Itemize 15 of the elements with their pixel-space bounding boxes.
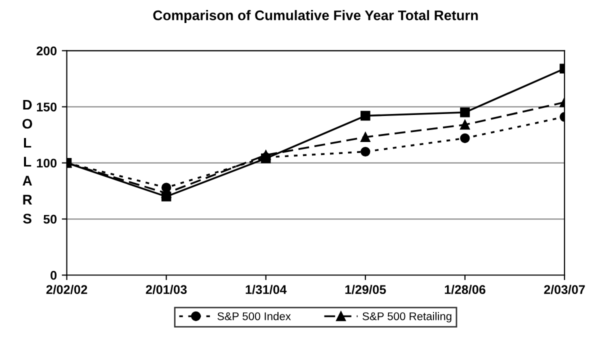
y-tick-label: 200 xyxy=(36,46,57,56)
x-tick-label: 2/02/02 xyxy=(46,284,88,294)
legend-label: S&P 500 Retailing xyxy=(362,312,452,322)
x-tick-label: 1/28/06 xyxy=(444,284,486,294)
y-tick-label: 100 xyxy=(36,158,57,168)
chart-title: Comparison of Cumulative Five Year Total Return xyxy=(153,10,478,24)
y-tick-label: 150 xyxy=(36,102,57,112)
x-tick-label: 1/31/04 xyxy=(246,284,287,294)
y-tick-label: 50 xyxy=(44,214,57,224)
legend-label: S&P 500 Index xyxy=(218,312,291,320)
x-tick-label: 2/03/07 xyxy=(544,284,585,294)
y-axis-title: DOLLARS xyxy=(22,100,32,224)
x-tick-label: 2/01/03 xyxy=(146,284,187,294)
y-tick-label: 0 xyxy=(50,270,57,280)
x-tick-label: 1/29/05 xyxy=(345,284,386,294)
